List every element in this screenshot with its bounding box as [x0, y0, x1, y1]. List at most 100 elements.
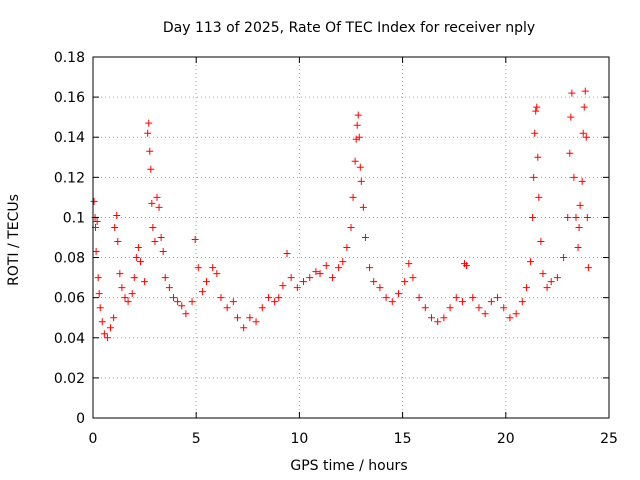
data-point	[361, 234, 369, 241]
data-point	[580, 103, 588, 111]
data-point	[458, 298, 466, 306]
data-point	[353, 121, 361, 129]
data-point	[575, 223, 583, 231]
data-point	[446, 304, 454, 312]
data-point	[388, 298, 396, 306]
data-point	[118, 284, 126, 292]
x-tick-label: 10	[290, 431, 308, 447]
data-point	[572, 213, 580, 221]
data-point	[427, 314, 435, 322]
data-point	[567, 113, 575, 121]
data-point	[194, 264, 202, 272]
data-point	[394, 290, 402, 298]
data-point	[271, 298, 279, 306]
data-point	[147, 165, 155, 173]
data-point	[161, 274, 169, 282]
data-point	[322, 262, 330, 270]
data-point	[405, 260, 413, 268]
data-point	[475, 304, 483, 312]
data-point	[535, 193, 543, 201]
y-tick-label: 0.1	[63, 210, 85, 226]
data-point	[95, 290, 103, 298]
data-point	[121, 294, 129, 302]
data-point	[258, 304, 266, 312]
data-point	[543, 284, 551, 292]
y-tick-label: 0.14	[54, 130, 85, 146]
data-point	[529, 213, 537, 221]
data-point	[287, 274, 295, 282]
data-point	[533, 103, 541, 111]
data-point	[574, 244, 582, 252]
data-point	[144, 129, 152, 137]
data-point	[155, 203, 163, 211]
data-point	[355, 133, 363, 141]
data-point	[182, 310, 190, 318]
data-point	[111, 223, 119, 231]
data-point	[107, 324, 115, 332]
data-point	[198, 288, 206, 296]
data-point	[246, 314, 254, 322]
data-point	[452, 294, 460, 302]
data-point	[566, 149, 574, 157]
y-tick-label: 0.08	[54, 251, 85, 267]
data-point	[223, 304, 231, 312]
data-point	[494, 294, 502, 302]
data-point	[141, 278, 149, 286]
data-point	[114, 238, 122, 246]
data-point	[264, 294, 272, 302]
data-point	[570, 173, 578, 181]
data-point	[354, 111, 362, 119]
data-point	[537, 238, 545, 246]
data-point	[153, 193, 161, 201]
data-point	[113, 211, 121, 219]
data-point	[191, 236, 199, 244]
axis-ticks: 0 5 10 15 20 25 0 0.02 0.04 0.06 0.08 0.1 0.12 0.14 0.…	[54, 50, 618, 447]
data-point	[159, 248, 167, 256]
data-point	[209, 264, 217, 272]
data-point	[217, 294, 225, 302]
data-point	[213, 270, 221, 278]
x-tick-label: 0	[89, 431, 98, 447]
data-point	[349, 193, 357, 201]
x-tick-label: 20	[497, 431, 515, 447]
data-point	[316, 270, 324, 278]
data-point	[174, 298, 182, 306]
data-point	[584, 264, 592, 272]
data-point	[93, 217, 101, 225]
data-point	[553, 274, 561, 282]
data-point	[169, 294, 177, 302]
data-point	[279, 282, 287, 290]
data-point	[506, 314, 514, 322]
data-point	[116, 270, 124, 278]
data-point	[149, 223, 157, 231]
data-point	[376, 284, 384, 292]
y-tick-label: 0.02	[54, 371, 85, 387]
data-point	[103, 334, 111, 342]
data-point	[539, 270, 547, 278]
data-point	[100, 330, 108, 338]
data-point	[487, 298, 495, 306]
data-point	[92, 248, 100, 256]
data-point	[532, 107, 540, 115]
data-point	[560, 254, 568, 262]
data-point	[339, 258, 347, 266]
data-point	[356, 163, 364, 171]
y-tick-label: 0.12	[54, 170, 85, 186]
data-point	[300, 278, 308, 286]
data-point	[335, 264, 343, 272]
data-point	[527, 258, 535, 266]
data-point	[578, 177, 586, 185]
data-point	[145, 119, 153, 127]
data-point	[518, 298, 526, 306]
data-point	[463, 262, 471, 270]
data-point	[306, 274, 314, 282]
data-point	[582, 133, 590, 141]
data-point	[382, 294, 390, 302]
grid-lines	[93, 57, 609, 418]
data-point	[146, 147, 154, 155]
data-point	[370, 278, 378, 286]
data-point	[440, 314, 448, 322]
data-point	[581, 87, 589, 95]
data-point	[359, 203, 367, 211]
